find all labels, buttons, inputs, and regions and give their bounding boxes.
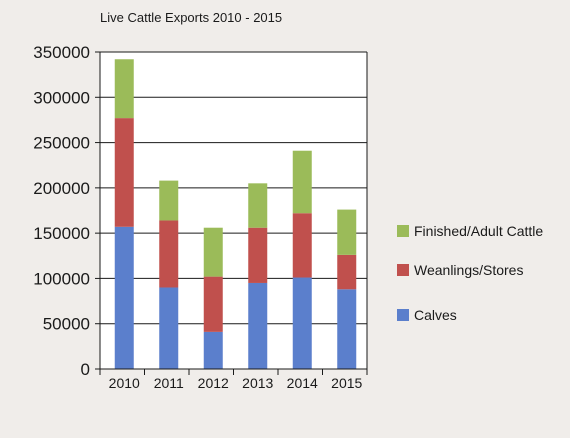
- bar-segment: [114, 59, 134, 119]
- legend: Finished/Adult Cattle Weanlings/Stores Cal…: [397, 223, 543, 323]
- legend-swatch: [397, 309, 409, 321]
- bar-segment: [248, 227, 268, 283]
- y-tick-label: 300000: [33, 88, 90, 107]
- y-tick-label: 250000: [33, 134, 90, 153]
- bar-segment: [159, 180, 179, 221]
- x-tick-label: 2010: [109, 375, 140, 391]
- x-axis-ticks: 2010 2011 2012 2013 2014 2015: [95, 368, 368, 391]
- x-tick-label: 2013: [242, 375, 273, 391]
- chart-title: Live Cattle Exports 2010 - 2015: [100, 10, 282, 25]
- y-tick-label: 50000: [43, 315, 90, 334]
- bar-segment: [203, 227, 223, 277]
- bar-segment: [292, 213, 312, 278]
- bar-segment: [114, 226, 134, 369]
- y-tick-label: 100000: [33, 269, 90, 288]
- legend-label: Finished/Adult Cattle: [414, 223, 543, 239]
- y-tick-label: 350000: [33, 43, 90, 62]
- bar-segment: [159, 220, 179, 288]
- y-tick-label: 0: [81, 360, 90, 379]
- bars: [114, 59, 357, 369]
- x-tick-label: 2014: [287, 375, 318, 391]
- x-tick-label: 2011: [154, 375, 184, 391]
- legend-swatch: [397, 264, 409, 276]
- bar-segment: [337, 209, 357, 255]
- legend-label: Weanlings/Stores: [414, 262, 523, 278]
- bar-segment: [203, 331, 223, 369]
- grid-layer: [95, 51, 368, 370]
- bar-segment: [337, 289, 357, 369]
- y-tick-label: 200000: [33, 179, 90, 198]
- y-axis-ticks: 0 50000 100000 150000 200000 250000 300000 3500…: [33, 43, 90, 379]
- bar-segment: [248, 282, 268, 369]
- legend-swatch: [397, 225, 409, 237]
- bar-segment: [292, 277, 312, 369]
- bar-segment: [203, 276, 223, 332]
- bar-segment: [159, 287, 179, 369]
- x-tick-label: 2015: [331, 375, 362, 391]
- legend-label: Calves: [414, 307, 457, 323]
- bar-segment: [248, 183, 268, 228]
- bar-segment: [337, 254, 357, 290]
- bar-segment: [292, 150, 312, 214]
- y-tick-label: 150000: [33, 224, 90, 243]
- x-tick-label: 2012: [198, 375, 229, 391]
- bar-segment: [114, 118, 134, 227]
- chart-bg: [100, 52, 367, 369]
